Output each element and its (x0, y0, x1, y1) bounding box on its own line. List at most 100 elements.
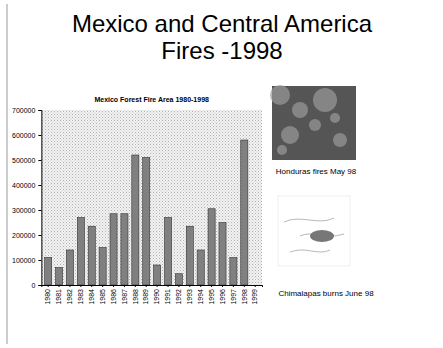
y-tick-label: 0 (31, 282, 35, 289)
map-chimalapas (278, 196, 350, 266)
bar (164, 218, 171, 286)
bar (241, 140, 248, 285)
chart: Mexico Forest Fire Area 1980-1998 0 100000… (12, 96, 263, 305)
x-tick: 1987 (121, 285, 128, 305)
x-tick-mark (135, 285, 136, 287)
x-tick-mark (80, 285, 81, 287)
image-caption: Honduras fires May 98 (276, 167, 357, 176)
x-tick-mark (102, 285, 103, 287)
bar (197, 250, 204, 285)
x-tick-label: 1996 (219, 289, 226, 305)
x-tick-mark (168, 285, 169, 287)
x-tick-label: 1987 (121, 289, 128, 305)
y-tick: 0 (31, 282, 41, 289)
bar (208, 209, 215, 285)
image-caption: Chimalapas burns June 98 (278, 289, 374, 298)
x-tick-mark (200, 285, 201, 287)
x-tick-mark (255, 285, 256, 287)
x-tick-mark (189, 285, 190, 287)
bar (99, 248, 106, 286)
x-tick: 1996 (219, 285, 226, 305)
bar (132, 155, 139, 285)
x-tick: 1993 (186, 285, 193, 305)
x-tick: 1985 (99, 285, 106, 305)
y-tick-mark (38, 135, 41, 136)
map-burn-area (310, 230, 334, 242)
x-tick-mark (146, 285, 147, 287)
photo-spot (277, 145, 287, 155)
x-tick-label: 1997 (230, 289, 237, 305)
x-tick-mark (59, 285, 60, 287)
x-tick-label: 1986 (110, 289, 117, 305)
x-tick-label: 1998 (241, 289, 248, 305)
slide: Mexico and Central AmericaFires -1998 Mex… (0, 0, 443, 348)
bar (186, 226, 193, 285)
y-tick: 400000 (12, 182, 41, 189)
x-tick: 1998 (241, 285, 248, 305)
photo-spot (270, 85, 290, 105)
x-tick-mark (113, 285, 114, 287)
y-tick: 200000 (12, 232, 41, 239)
x-tick-mark (48, 285, 49, 287)
y-tick: 500000 (12, 157, 41, 164)
x-tick-label: 1985 (99, 289, 106, 305)
y-tick-mark (38, 235, 41, 236)
slide-title: Mexico and Central AmericaFires -1998 (72, 10, 373, 64)
chart-title: Mexico Forest Fire Area 1980-1998 (94, 96, 209, 103)
x-tick-label: 1999 (251, 289, 258, 305)
photo-spot (330, 113, 340, 123)
x-tick: 1984 (88, 285, 95, 305)
x-tick-label: 1995 (208, 289, 215, 305)
x-tick: 1997 (230, 285, 237, 305)
bar (230, 258, 237, 286)
bar (219, 223, 226, 286)
x-tick: 1988 (132, 285, 139, 305)
x-tick-mark (211, 285, 212, 287)
y-tick-mark (38, 285, 41, 286)
y-tick-label: 500000 (12, 157, 35, 164)
y-axis: 0 100000 200000 300000 400000 500000 600000 700… (12, 107, 42, 289)
y-tick-mark (38, 260, 41, 261)
x-axis-line (42, 286, 263, 288)
x-tick: 1999 (251, 285, 258, 305)
x-tick: 1994 (197, 285, 204, 305)
y-tick-mark (38, 185, 41, 186)
bar (66, 250, 73, 285)
y-tick: 300000 (12, 207, 41, 214)
x-tick-mark (233, 285, 234, 287)
bar (77, 218, 84, 286)
x-tick: 1986 (110, 285, 117, 305)
x-tick-label: 1988 (132, 289, 139, 305)
x-tick: 1995 (208, 285, 215, 305)
y-tick-mark (38, 110, 41, 111)
x-tick-label: 1994 (197, 289, 204, 305)
y-tick-label: 600000 (12, 132, 35, 139)
y-tick-mark (38, 160, 41, 161)
bar (154, 265, 161, 285)
photo-spot (292, 102, 308, 118)
y-tick: 700000 (12, 107, 41, 114)
x-tick-label: 1993 (186, 289, 193, 305)
x-tick-label: 1989 (142, 289, 149, 305)
y-tick-label: 400000 (12, 182, 35, 189)
x-tick-label: 1991 (164, 289, 171, 305)
x-tick: 1991 (164, 285, 171, 305)
bar (110, 214, 117, 285)
bar (56, 268, 63, 286)
x-tick: 1992 (175, 285, 182, 305)
photo-spot (309, 119, 321, 131)
x-tick-label: 1990 (153, 289, 160, 305)
x-tick-mark (69, 285, 70, 287)
y-tick-label: 300000 (12, 207, 35, 214)
y-tick: 100000 (12, 257, 41, 264)
bar (175, 274, 182, 285)
x-tick-label: 1984 (88, 289, 95, 305)
bar (121, 214, 128, 285)
y-tick-label: 100000 (12, 257, 35, 264)
x-axis: 1980198119821983198419851986198719881989… (42, 285, 263, 305)
x-tick-label: 1980 (44, 289, 51, 305)
y-tick-label: 200000 (12, 232, 35, 239)
map-line (284, 218, 344, 252)
y-tick: 600000 (12, 132, 41, 139)
bar (143, 158, 150, 286)
